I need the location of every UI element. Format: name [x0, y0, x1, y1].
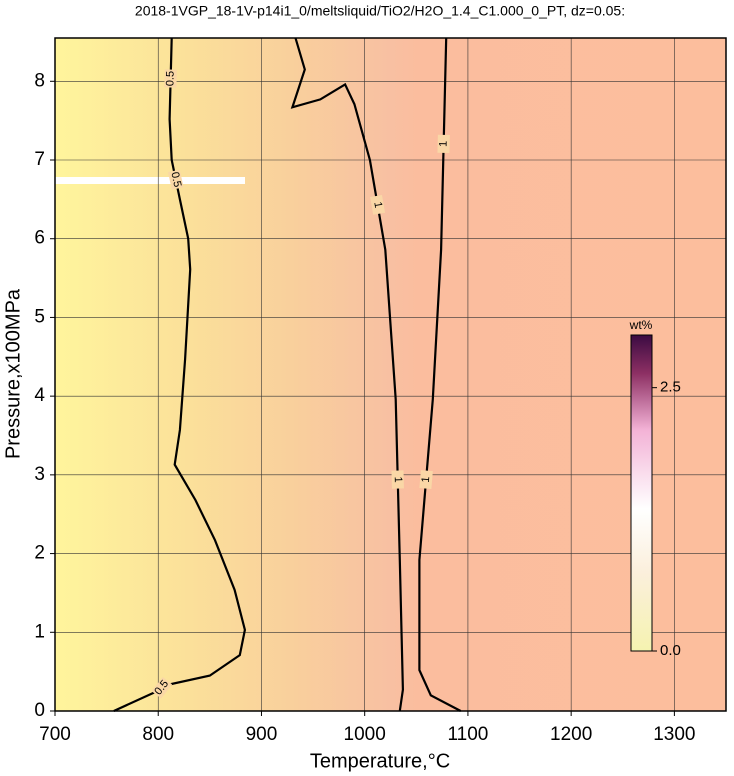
x-tick-label: 700: [39, 724, 71, 745]
contour-label-bg: [151, 676, 173, 699]
plot: 0.50.50.511 11: [54, 37, 726, 713]
plot-frame: [54, 37, 727, 712]
colorbar-tick-label: 0.0: [660, 642, 681, 659]
colorbar-tick-label: 2.5: [660, 379, 681, 396]
contour-label-bg: [370, 194, 386, 215]
contour-label: 1: [392, 476, 404, 482]
contour-label: 0.5: [164, 71, 176, 87]
contour-label: 0.5: [168, 171, 183, 188]
y-tick-label: 5: [34, 306, 45, 327]
y-tick-label: 4: [34, 385, 45, 406]
plot-background: [55, 38, 726, 711]
x-tick-label: 1300: [653, 724, 695, 745]
contour-label: 1: [420, 476, 432, 483]
y-tick-label: 0: [34, 700, 45, 721]
x-tick-label: 1000: [344, 724, 386, 745]
y-tick-label: 7: [34, 149, 45, 170]
y-tick-label: 6: [34, 228, 45, 249]
colorbar: [630, 334, 653, 652]
x-axis-label: Temperature,°C: [310, 750, 450, 772]
contour-line: [290, 37, 405, 712]
contour-label: 1: [437, 141, 449, 147]
contour-label-bg: [164, 69, 177, 88]
data-gap: [55, 177, 245, 184]
colorbar-label: wt%: [629, 318, 653, 332]
contour-label-bg: [391, 470, 404, 489]
y-tick-label: 3: [34, 464, 45, 485]
x-tick-label: 1100: [447, 724, 488, 745]
contour-label-bg: [168, 169, 184, 190]
contour-line: [113, 37, 247, 713]
contour-label-bg: [437, 134, 450, 154]
contour-line: [418, 37, 462, 712]
x-tick-label: 900: [246, 724, 278, 745]
x-tick-label: 800: [142, 724, 174, 745]
contour-label: 1: [371, 201, 384, 209]
y-tick-label: 8: [34, 70, 45, 91]
x-tick-label: 1200: [550, 724, 592, 745]
y-tick-label: 2: [34, 543, 45, 564]
y-axis-label: Pressure,x100MPa: [2, 288, 24, 459]
contour-label-bg: [419, 470, 433, 490]
chart-title: 2018-1VGP_18-1V-p14i1_0/meltsliquid/TiO2…: [135, 3, 625, 19]
y-tick-label: 1: [34, 621, 45, 642]
